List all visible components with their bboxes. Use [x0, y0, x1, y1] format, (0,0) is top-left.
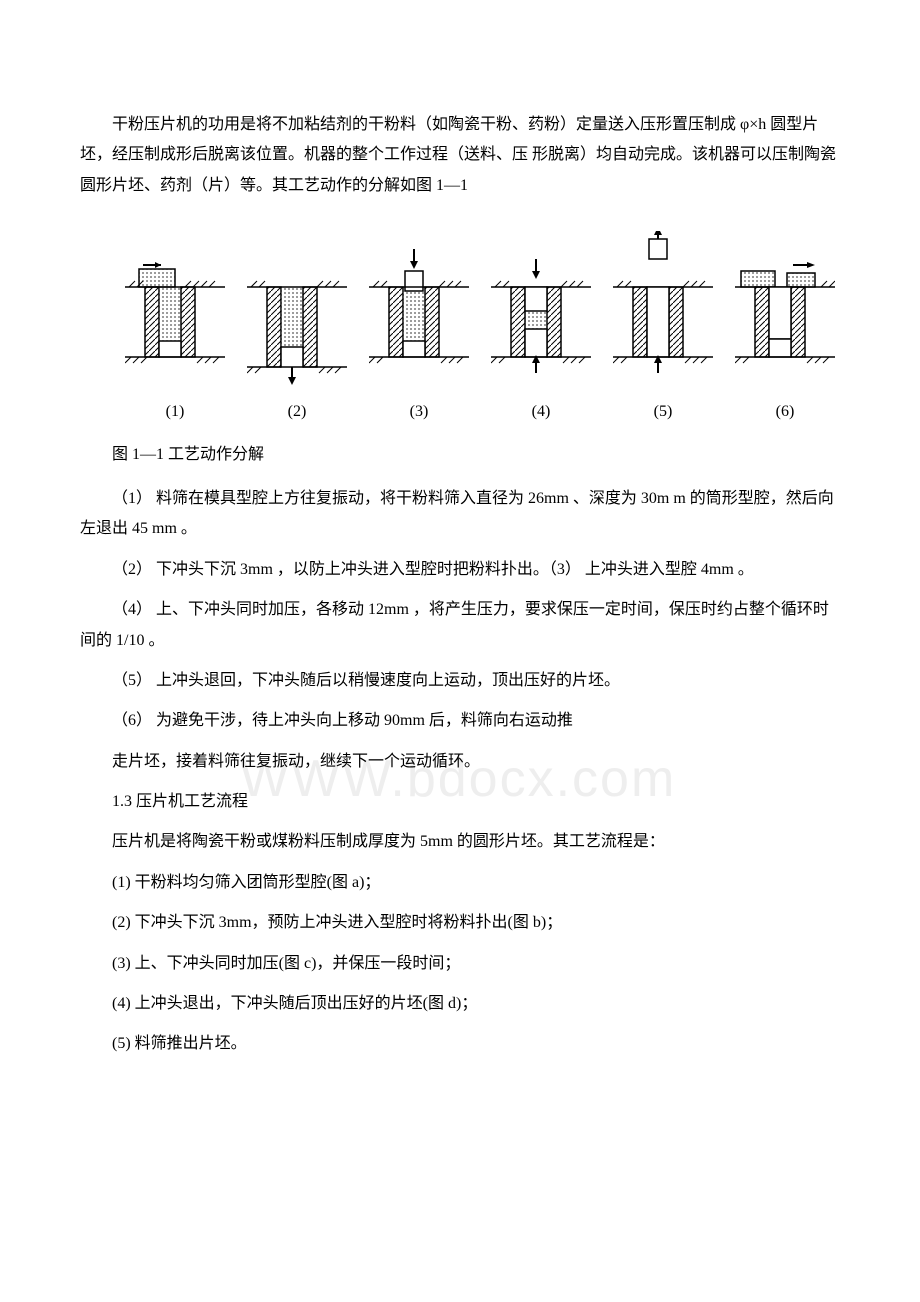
section-1-3-intro: 压片机是将陶瓷干粉或煤粉料压制成厚度为 5mm 的圆形片坯。其工艺流程是： — [80, 827, 840, 857]
section-1-3-title: 1.3 压片机工艺流程 — [80, 787, 840, 817]
step-1: （1） 料筛在模具型腔上方往复振动，将干粉料筛入直径为 26mm 、深度为 30… — [80, 484, 840, 545]
step-6b: 走片坯，接着料筛往复振动，继续下一个运动循环。 — [80, 747, 840, 777]
diagram-label-5: (5) — [654, 397, 673, 427]
step-6a: （6） 为避免干涉，待上冲头向上移动 90mm 后，料筛向右运动推 — [80, 706, 840, 736]
process-diagram: (1) — [120, 231, 840, 427]
flow-3: (3) 上、下冲头同时加压(图 c)，并保压一段时间； — [80, 949, 840, 979]
diagram-label-6: (6) — [776, 397, 795, 427]
flow-5: (5) 料筛推出片坯。 — [80, 1029, 840, 1059]
step-2-3: （2） 下冲头下沉 3mm ，以防上冲头进入型腔时把粉料扑出。（3） 上冲头进入… — [80, 555, 840, 585]
diagram-step-1 — [125, 231, 225, 391]
diagram-step-4 — [491, 231, 591, 391]
intro-paragraph: 干粉压片机的功用是将不加粘结剂的干粉料（如陶瓷干粉、药粉）定量送入压形置压制成 … — [80, 110, 840, 201]
diagram-label-1: (1) — [166, 397, 185, 427]
flow-1: (1) 干粉料均匀筛入团筒形型腔(图 a)； — [80, 868, 840, 898]
diagram-step-5 — [613, 231, 713, 391]
diagram-step-3 — [369, 231, 469, 391]
step-5: （5） 上冲头退回，下冲头随后以稍慢速度向上运动，顶出压好的片坯。 — [80, 666, 840, 696]
step-4: （4） 上、下冲头同时加压，各移动 12mm ，将产生压力，要求保压一定时间，保… — [80, 595, 840, 656]
diagram-step-2 — [247, 231, 347, 391]
flow-4: (4) 上冲头退出，下冲头随后顶出压好的片坯(图 d)； — [80, 989, 840, 1019]
diagram-step-6 — [735, 231, 835, 391]
diagram-label-2: (2) — [288, 397, 307, 427]
diagram-label-3: (3) — [410, 397, 429, 427]
figure-caption: 图 1—1 工艺动作分解 — [80, 440, 840, 470]
diagram-label-4: (4) — [532, 397, 551, 427]
flow-2: (2) 下冲头下沉 3mm，预防上冲头进入型腔时将粉料扑出(图 b)； — [80, 908, 840, 938]
